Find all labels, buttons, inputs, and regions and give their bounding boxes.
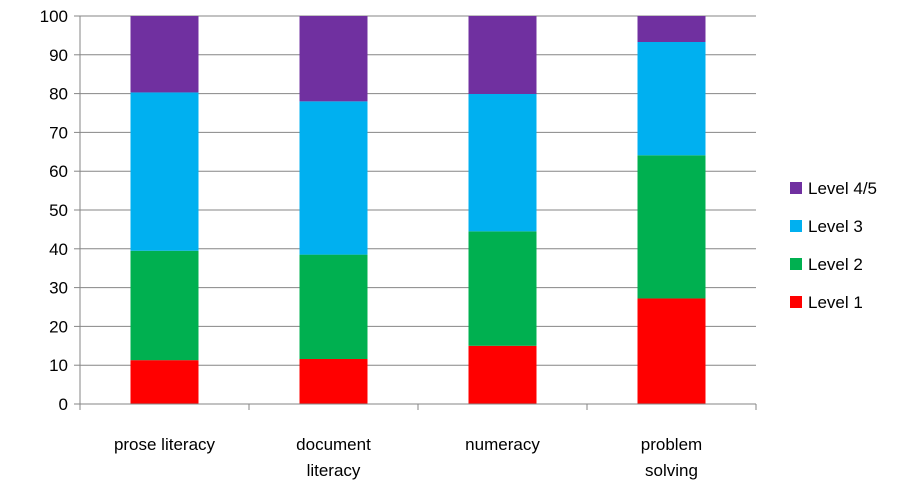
category-label-line: prose literacy [114, 435, 216, 454]
bar-segment-level-2-0 [130, 250, 199, 361]
legend-swatch [790, 258, 802, 270]
y-tick-label: 50 [49, 201, 68, 220]
bar-segment-level-1-2 [468, 345, 537, 404]
bar-segment-level-4-5-2 [468, 16, 537, 94]
category-labels: prose literacy document literacy numeracy pr… [114, 435, 702, 480]
category-label-line: solving [645, 461, 698, 480]
y-tick-label: 60 [49, 162, 68, 181]
y-tick-label: 80 [49, 85, 68, 104]
legend-label: Level 3 [808, 217, 863, 236]
category-label-line: numeracy [465, 435, 540, 454]
y-tick-label: 40 [49, 240, 68, 259]
bars [130, 16, 706, 404]
legend: Level 4/5 Level 3 Level 2 Level 1 [790, 179, 877, 312]
category-label: prose literacy [114, 435, 216, 454]
legend-label: Level 1 [808, 293, 863, 312]
y-tick-labels: 0 10 20 30 40 50 60 70 80 90 100 [40, 7, 68, 414]
legend-swatch [790, 182, 802, 194]
bar-segment-level-1-1 [299, 358, 368, 404]
y-tick-label: 100 [40, 7, 68, 26]
category-label-line: document [296, 435, 371, 454]
y-tick-label: 90 [49, 46, 68, 65]
y-tick-label: 10 [49, 356, 68, 375]
bar-segment-level-2-3 [637, 155, 706, 299]
legend-swatch [790, 220, 802, 232]
bar-segment-level-2-2 [468, 231, 537, 346]
category-label-line: literacy [307, 461, 361, 480]
legend-label: Level 2 [808, 255, 863, 274]
bar-segment-level-3-2 [468, 93, 537, 232]
bar-segment-level-1-0 [130, 360, 199, 404]
bar-segment-level-4-5-0 [130, 16, 199, 93]
category-label: document literacy [296, 435, 371, 480]
bar-segment-level-3-1 [299, 101, 368, 255]
y-tick-label: 70 [49, 123, 68, 142]
y-tick-label: 30 [49, 279, 68, 298]
bar-segment-level-4-5-1 [299, 16, 368, 102]
bar-segment-level-4-5-3 [637, 16, 706, 42]
bar-segment-level-3-3 [637, 41, 706, 156]
legend-label: Level 4/5 [808, 179, 877, 198]
bar-segment-level-2-1 [299, 254, 368, 359]
y-tick-label: 20 [49, 317, 68, 336]
legend-swatch [790, 296, 802, 308]
axes [74, 15, 757, 410]
category-label-line: problem [641, 435, 702, 454]
category-label: numeracy [465, 435, 540, 454]
y-tick-label: 0 [59, 395, 68, 414]
bar-segment-level-1-3 [637, 298, 706, 404]
category-label: problem solving [641, 435, 702, 480]
bar-segment-level-3-0 [130, 92, 199, 251]
